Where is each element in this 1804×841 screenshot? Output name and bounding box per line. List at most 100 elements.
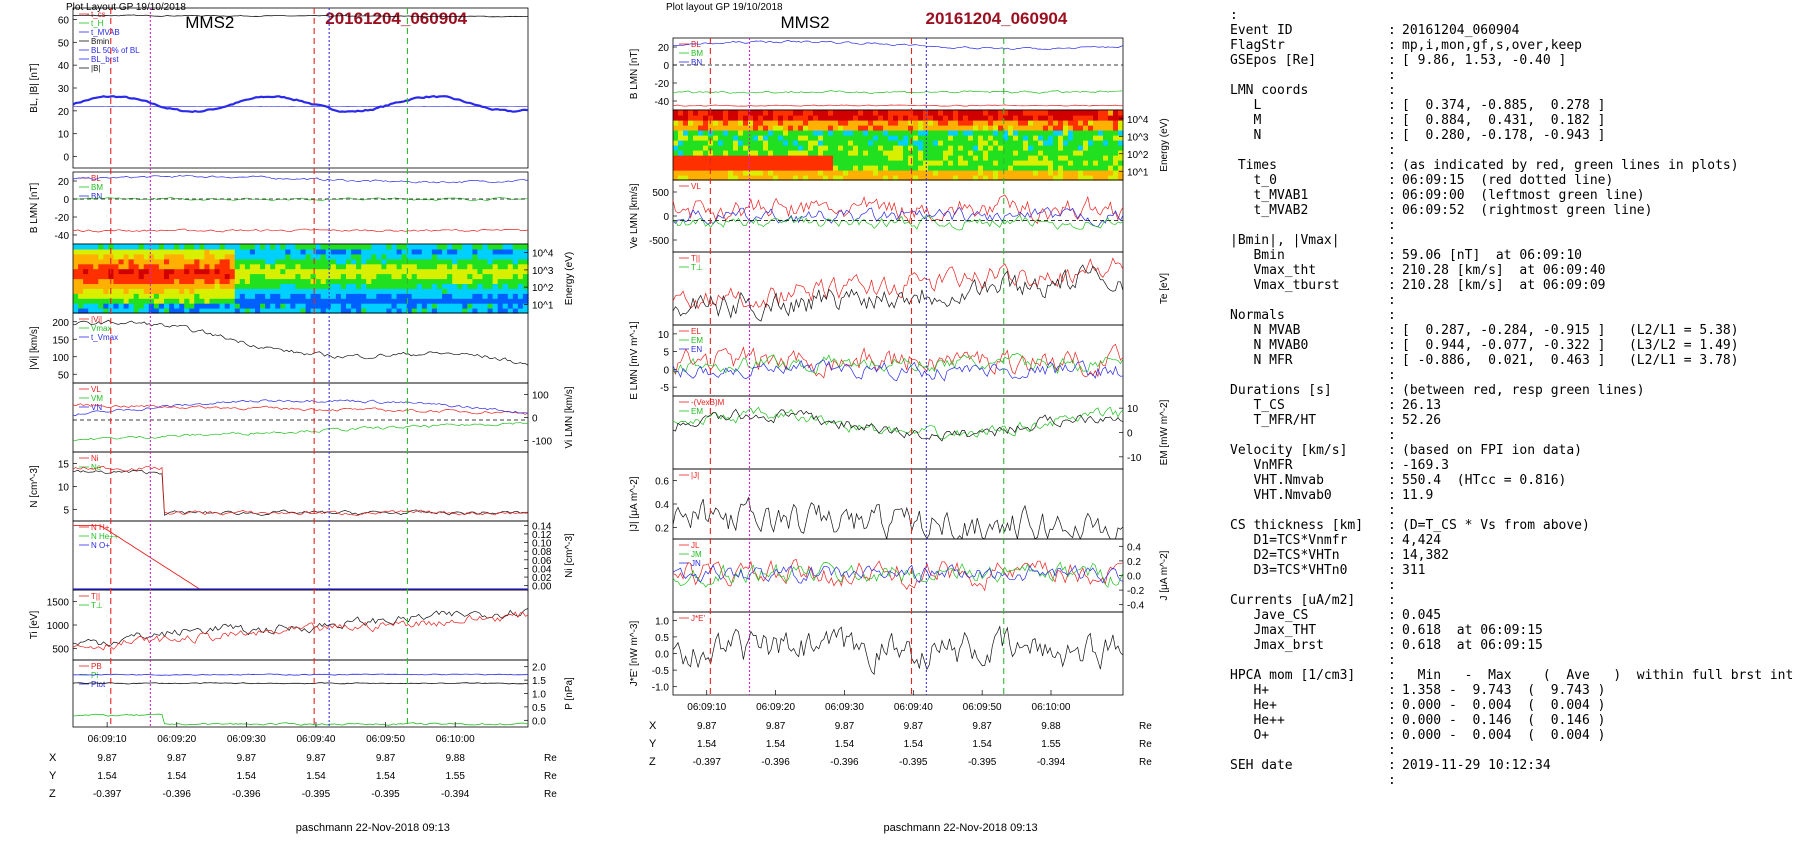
spectrogram-cell (133, 278, 140, 284)
spectrogram-cell (472, 303, 479, 309)
info-sep: : (1388, 608, 1396, 623)
spectrogram-cell (138, 283, 145, 289)
spectrogram-cell (315, 293, 322, 299)
spectrogram-cell (898, 135, 904, 141)
spectrogram-cell (673, 140, 679, 146)
spectrogram-cell (416, 293, 423, 299)
spectrogram-cell (698, 110, 704, 116)
spectrogram-cell (818, 175, 824, 181)
spectrogram-cell (285, 308, 291, 314)
spectrogram-cell (688, 155, 694, 161)
spectrogram-cell (133, 253, 140, 260)
spectrogram-cell (763, 120, 769, 126)
spectrogram-cell (913, 120, 919, 126)
spectrogram-cell (295, 248, 302, 255)
spectrogram-cell (713, 155, 719, 161)
spectrogram-cell (1028, 145, 1034, 151)
spectrogram-cell (1053, 175, 1059, 181)
info-key: Normals (1230, 308, 1285, 323)
spectrogram-cell (346, 283, 352, 289)
spectrogram-cell (1033, 155, 1039, 161)
spectrogram-cell (315, 273, 322, 280)
spectrogram-cell (381, 293, 388, 299)
spectrogram-cell (793, 145, 799, 151)
info-sep: : (1388, 503, 1396, 518)
spectrogram-cell (813, 110, 819, 116)
spectrogram-cell (194, 303, 200, 309)
spectrogram-cell (421, 293, 428, 299)
spectrogram-cell (138, 258, 145, 265)
info-key: HPCA mom [1/cm3] (1230, 668, 1356, 683)
spectrogram-cell (462, 303, 468, 309)
spectrogram-cell (158, 293, 165, 299)
spectrogram-cell (718, 145, 724, 151)
data-trace (72, 608, 529, 646)
spectrogram-cell (437, 268, 443, 275)
spectrogram-cell (335, 288, 342, 294)
spectrogram-cell (1118, 160, 1124, 166)
spectrogram-cell (118, 303, 125, 309)
spectrogram-cell (249, 253, 256, 260)
spectrogram-cell (98, 298, 104, 304)
spectrogram-cell (315, 283, 322, 289)
spectrogram-cell (1043, 150, 1049, 156)
spectrogram-cell (1043, 110, 1049, 116)
spectrogram-cell (457, 303, 463, 309)
spectrogram-cell (310, 263, 317, 270)
data-trace (672, 194, 1124, 225)
spectrogram-cell (366, 263, 372, 270)
spectrogram-cell (366, 253, 372, 260)
spectrogram-cell (507, 244, 514, 250)
spectrogram-cell (743, 125, 749, 131)
spectrogram-cell (863, 130, 869, 136)
spectrogram-cell (1018, 110, 1024, 116)
info-key: N MVAB0 (1230, 338, 1309, 353)
info-key: He+ (1230, 698, 1277, 713)
spectrogram-cell (1028, 130, 1034, 136)
spectrogram-cell (1083, 140, 1089, 146)
spectrogram-cell (1093, 150, 1099, 156)
spectrogram-cell (748, 135, 754, 141)
spectrogram-cell (406, 303, 413, 309)
event-label: 20161204_060904 (926, 9, 1068, 28)
spectrogram-cell (199, 273, 206, 280)
legend-entry: T|| (91, 592, 100, 601)
spectrogram-cell (260, 293, 266, 299)
spectrogram-cell (467, 244, 473, 250)
spectrogram-cell (1018, 120, 1024, 126)
info-row: LMN coords: (1230, 83, 1800, 98)
spectrogram-cell (356, 298, 362, 304)
spectrogram-cell (517, 298, 524, 304)
spectrogram-cell (1088, 155, 1094, 161)
info-key: He++ (1230, 713, 1285, 728)
spectrogram-cell (340, 278, 347, 284)
spectrogram-cell (174, 273, 180, 280)
spectrogram-cell (517, 283, 524, 289)
spectrogram-cell (315, 308, 322, 314)
info-key: T_MFR/HT (1230, 413, 1317, 428)
legend-entry: N He++ (91, 532, 119, 541)
spectrogram-cell (487, 308, 494, 314)
legend-entry: EN (691, 345, 702, 354)
spectrogram-cell (1048, 120, 1054, 126)
y-axis-label: Ni [cm^-3] (564, 533, 575, 578)
spectrogram-cell (1003, 160, 1009, 166)
spectrogram-cell (808, 135, 814, 141)
spectrogram-cell (858, 135, 864, 141)
spectrogram-cell (376, 248, 382, 255)
spectrogram-cell (164, 293, 170, 299)
spectrogram-cell (718, 175, 724, 181)
legend-entry: t_MVAB (91, 28, 120, 37)
spectrogram-cell (437, 288, 443, 294)
spectrogram-cell (396, 268, 403, 275)
spectrogram-cell (174, 258, 180, 265)
spectrogram-cell (78, 258, 84, 265)
spectrogram-cell (933, 115, 939, 121)
spectrogram-cell (204, 308, 211, 314)
spectrogram-cell (189, 273, 195, 280)
spectrogram-cell (813, 125, 819, 131)
spectrogram-cell (1053, 135, 1059, 141)
spectrogram-cell (442, 288, 448, 294)
spectrogram-cell (512, 278, 519, 284)
spectrogram-cell (477, 268, 484, 275)
